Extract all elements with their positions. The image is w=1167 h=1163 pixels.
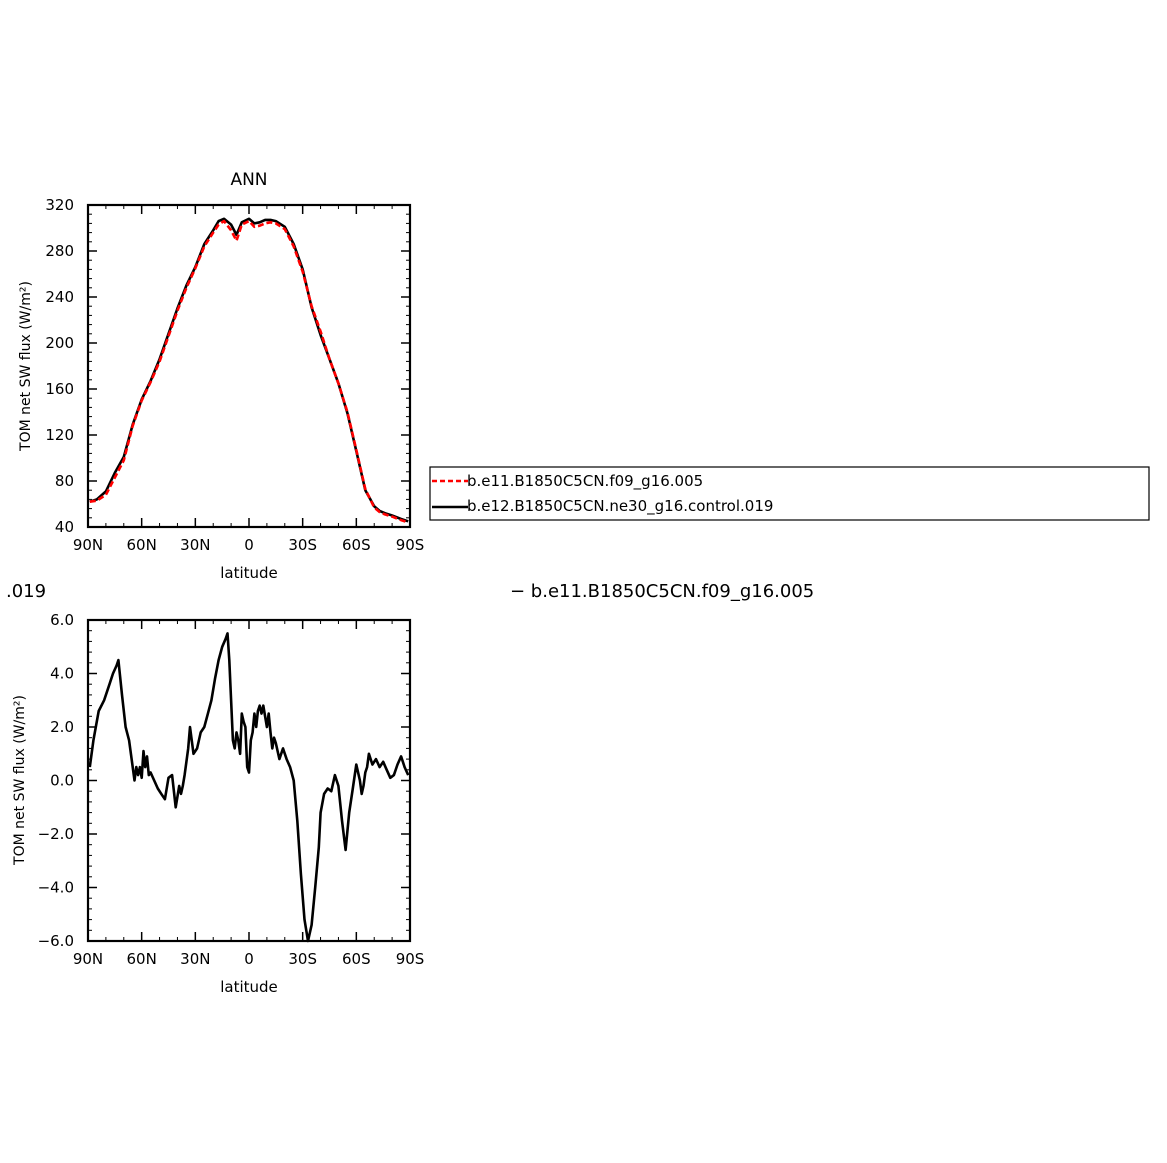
y-tick-label: 0.0 <box>50 772 74 790</box>
clipped-title-left: .019 <box>6 581 46 602</box>
axis-ticks <box>87 619 411 942</box>
legend: b.e11.B1850C5CN.f09_g16.005 b.e12.B1850C… <box>429 466 1150 521</box>
y-tick-label: 160 <box>45 380 74 398</box>
x-axis-label: latitude <box>220 978 278 996</box>
x-tick-label: 90N <box>73 536 103 554</box>
series-line-1 <box>89 219 409 524</box>
y-tick-label: 200 <box>45 334 74 352</box>
clipped-title-right: − b.e11.B1850C5CN.f09_g16.005 <box>510 581 814 602</box>
y-tick-label: 80 <box>55 472 74 490</box>
series-lines <box>88 632 410 943</box>
x-tick-label: 60S <box>342 536 371 554</box>
plot-frame <box>86 618 412 943</box>
series-lines <box>89 217 409 524</box>
x-tick-label: 0 <box>244 536 254 554</box>
legend-label-series-2: b.e12.B1850C5CN.ne30_g16.control.019 <box>467 497 773 516</box>
x-tick-label: 60N <box>127 536 157 554</box>
y-tick-label: −2.0 <box>38 825 74 843</box>
y-tick-label: −4.0 <box>38 879 74 897</box>
x-tick-label: 30S <box>288 950 317 968</box>
y-tick-label: −6.0 <box>38 932 74 950</box>
y-tick-label: 4.0 <box>50 665 74 683</box>
y-tick-label: 320 <box>45 196 74 214</box>
y-axis-label: TOM net SW flux (W/m²) <box>12 695 28 866</box>
x-axis-label: latitude <box>220 564 278 582</box>
y-tick-labels: 40 80 120 160 200 240 280 320 <box>45 196 74 536</box>
bottom-chart: 90N 60N 30N 0 30S 60S 90S 6.0 4.0 2.0 0.0 −2.0 −4.0… <box>12 611 424 996</box>
y-tick-labels: 6.0 4.0 2.0 0.0 −2.0 −4.0 −6.0 <box>38 611 74 950</box>
plot-area <box>86 618 412 943</box>
series-line-2 <box>89 217 409 523</box>
x-tick-label: 0 <box>244 950 254 968</box>
x-tick-label: 30N <box>180 536 210 554</box>
y-tick-label: 120 <box>45 426 74 444</box>
y-tick-label: 40 <box>55 518 74 536</box>
x-tick-label: 30S <box>288 536 317 554</box>
y-axis-label: TOM net SW flux (W/m²) <box>18 281 34 452</box>
chart-title: ANN <box>230 170 267 190</box>
y-tick-label: 240 <box>45 288 74 306</box>
top-chart: ANN 90N 60N 30N 0 30S 60S 90S 40 80 120 160 200 240… <box>18 170 424 582</box>
x-tick-label: 90N <box>73 950 103 968</box>
legend-box <box>429 466 1150 521</box>
x-tick-labels: 90N 60N 30N 0 30S 60S 90S <box>73 536 424 554</box>
axis-ticks <box>87 204 411 528</box>
y-tick-label: 6.0 <box>50 611 74 629</box>
x-tick-label: 90S <box>396 950 425 968</box>
x-tick-label: 60N <box>127 950 157 968</box>
y-tick-label: 280 <box>45 242 74 260</box>
x-tick-label: 30N <box>180 950 210 968</box>
y-tick-label: 2.0 <box>50 718 74 736</box>
series-line-1 <box>88 632 410 943</box>
x-tick-label: 60S <box>342 950 371 968</box>
x-tick-labels: 90N 60N 30N 0 30S 60S 90S <box>73 950 424 968</box>
x-tick-label: 90S <box>396 536 425 554</box>
legend-label-series-1: b.e11.B1850C5CN.f09_g16.005 <box>467 472 703 491</box>
